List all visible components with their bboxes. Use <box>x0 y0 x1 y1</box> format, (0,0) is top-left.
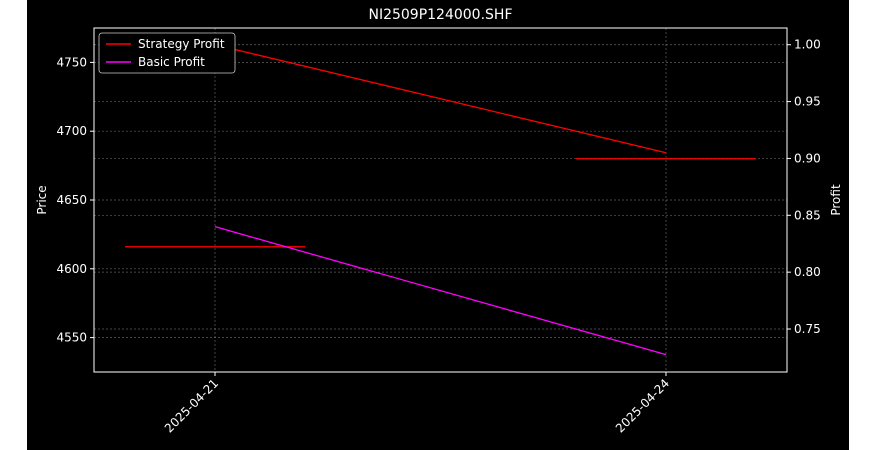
right-tick-label: 0.75 <box>794 322 821 336</box>
legend-box <box>98 32 236 74</box>
legend-label: Strategy Profit <box>138 37 225 51</box>
x-tick-label: 2025-04-21 <box>162 376 221 435</box>
price-markers <box>125 158 756 248</box>
right-tick-label: 0.85 <box>794 208 821 222</box>
left-tick-label: 4700 <box>56 124 87 138</box>
left-axis-label: Price <box>35 185 49 214</box>
right-tick-label: 0.80 <box>794 265 821 279</box>
right-tick-label: 0.95 <box>794 95 821 109</box>
series-lines <box>214 44 667 356</box>
right-tick-label: 0.90 <box>794 151 821 165</box>
left-tick-label: 4650 <box>56 193 87 207</box>
left-tick-label: 4550 <box>56 331 87 345</box>
series-line <box>214 44 667 154</box>
left-tick-label: 4600 <box>56 262 87 276</box>
x-axis: 2025-04-21 2025-04-24 <box>162 372 672 435</box>
series-line <box>214 226 667 356</box>
grid <box>94 28 787 372</box>
x-tick-label: 2025-04-24 <box>613 376 672 435</box>
right-axis: 0.75 0.80 0.85 0.90 0.95 1.00 <box>787 38 821 336</box>
legend: Strategy Profit Basic Profit <box>98 32 236 74</box>
chart-figure: 4550 4600 4650 4700 4750 0.75 0.80 0.85 0.90 0.9… <box>27 0 849 450</box>
left-axis: 4550 4600 4650 4700 4750 <box>56 55 94 345</box>
chart-svg: 4550 4600 4650 4700 4750 0.75 0.80 0.85 0.90 0.9… <box>35 7 843 435</box>
legend-label: Basic Profit <box>138 55 205 69</box>
chart-title: NI2509P124000.SHF <box>368 7 512 23</box>
left-tick-label: 4750 <box>56 55 87 69</box>
right-axis-label: Profit <box>829 184 843 216</box>
right-tick-label: 1.00 <box>794 38 821 52</box>
